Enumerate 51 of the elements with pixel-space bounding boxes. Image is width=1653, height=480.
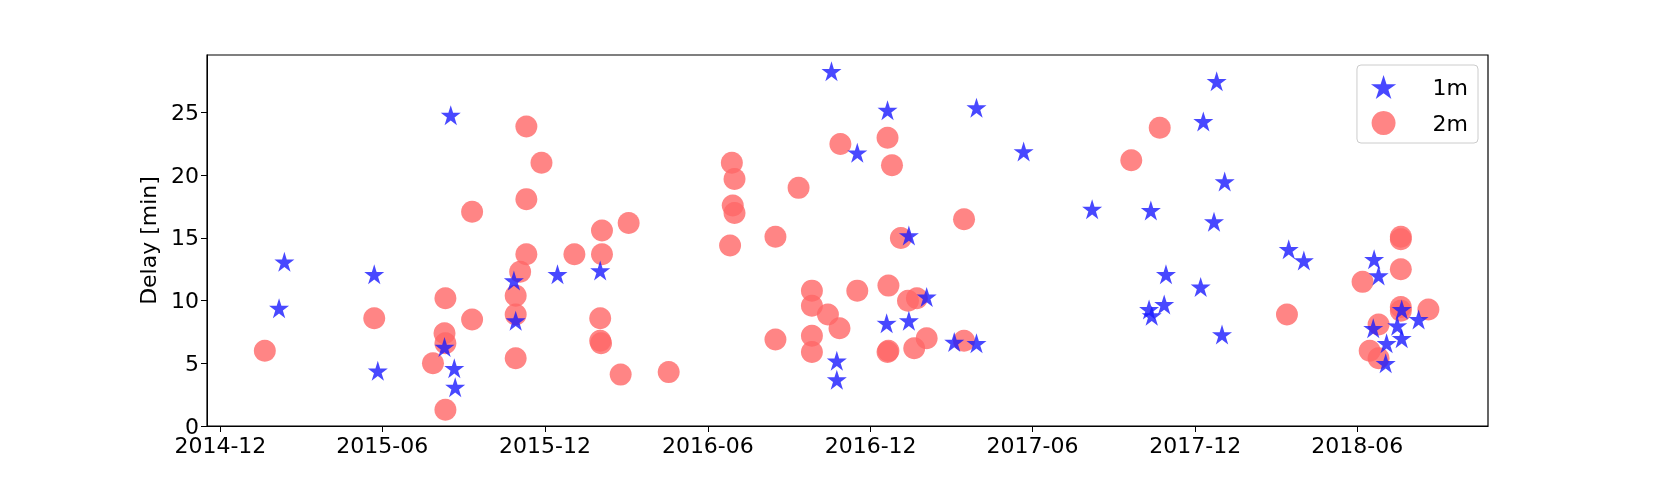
point: [440, 105, 461, 126]
point: [1154, 294, 1175, 315]
point: [1212, 324, 1233, 345]
point: [1214, 171, 1235, 192]
point: [966, 97, 987, 118]
point: [898, 310, 919, 331]
point: [1293, 250, 1314, 271]
point: [445, 377, 466, 398]
point: [1193, 111, 1214, 132]
point: [1155, 264, 1176, 285]
point: [1364, 249, 1385, 270]
point: [826, 369, 847, 390]
x-tick-label: 2015-12: [499, 432, 591, 458]
y-tick-label: 25: [171, 100, 199, 126]
point: [1368, 265, 1389, 286]
point: [847, 142, 868, 163]
x-tick-label: 2018-06: [1311, 432, 1404, 458]
point: [274, 251, 295, 272]
x-tick-label: 2015-06: [336, 432, 429, 458]
y-tick-label: 15: [171, 225, 199, 251]
point: [367, 360, 388, 381]
x-tick-label: 2016-06: [661, 432, 754, 458]
point: [364, 264, 385, 285]
legend-label: 1m: [1432, 74, 1469, 100]
point: [547, 264, 568, 285]
point: [1391, 328, 1412, 349]
y-tick-label: 10: [171, 288, 199, 314]
point: [1140, 200, 1161, 221]
point: [1013, 141, 1034, 162]
point: [269, 298, 290, 319]
y-tick-label: 5: [185, 350, 199, 376]
point: [1190, 276, 1211, 297]
point: [876, 313, 897, 334]
point: [1204, 211, 1225, 232]
point: [826, 350, 847, 371]
point: [590, 260, 611, 281]
point: [1278, 239, 1299, 260]
point: [877, 100, 898, 121]
point: [1141, 305, 1162, 326]
x-tick-label: 2016-12: [824, 432, 917, 458]
y-axis-title: Delay [min]: [135, 176, 161, 305]
point: [1387, 315, 1408, 336]
x-tick-label: 2017-12: [1149, 432, 1242, 458]
point: [1082, 199, 1103, 220]
point: [821, 61, 842, 82]
point: [1206, 71, 1227, 92]
point: [1376, 333, 1397, 354]
y-tick-label: 20: [171, 162, 199, 188]
legend-label: 2m: [1432, 110, 1469, 136]
point: [444, 358, 465, 379]
x-tick-label: 2017-06: [986, 432, 1079, 458]
